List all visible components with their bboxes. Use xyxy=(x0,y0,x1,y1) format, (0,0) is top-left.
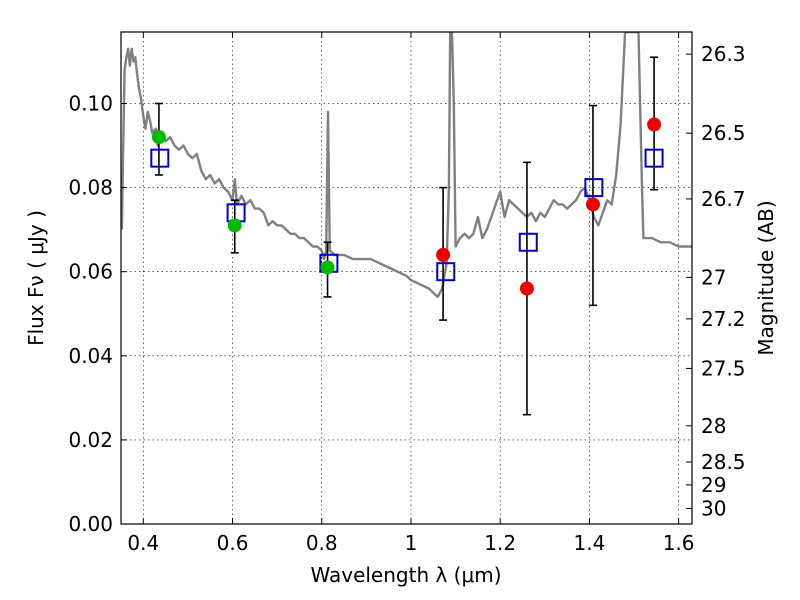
x-tick-label: 0.4 xyxy=(127,531,159,555)
y-tick-label: 0.08 xyxy=(68,176,113,200)
mag-tick-label: 27 xyxy=(701,265,726,289)
y-axis-label: Flux Fν ( μJy ) xyxy=(24,210,48,346)
x-tick-label: 1.6 xyxy=(663,531,695,555)
mag-tick-label: 28.5 xyxy=(701,450,746,474)
marginal-detection-point xyxy=(519,281,534,296)
model-photometry-square xyxy=(436,262,456,282)
x-tick-label: 1.2 xyxy=(484,531,516,555)
y-tick-label: 0.00 xyxy=(68,512,113,536)
y-tick-label: 0.04 xyxy=(68,344,113,368)
sed-model-line xyxy=(121,32,692,299)
mag-tick-label: 26.3 xyxy=(701,42,746,66)
model-photometry-square xyxy=(584,178,604,198)
mag-tick-label: 26.5 xyxy=(701,121,746,145)
marginal-detection-point xyxy=(585,197,600,212)
x-tick-label: 1 xyxy=(405,531,418,555)
y2-axis-label: Magnitude (AB) xyxy=(754,200,778,355)
model-photometry-square xyxy=(644,148,664,168)
y-tick-label: 0.02 xyxy=(68,428,113,452)
mag-tick-label: 29 xyxy=(701,473,726,497)
grid-lines xyxy=(121,32,692,524)
detection-point xyxy=(320,260,335,275)
detection-point xyxy=(151,130,166,145)
plot-area xyxy=(121,32,692,416)
mag-tick-label: 26.7 xyxy=(701,187,746,211)
x-tick-label: 0.8 xyxy=(306,531,338,555)
x-tick-label: 0.6 xyxy=(217,531,249,555)
detection-point xyxy=(227,218,242,233)
model-photometry-square xyxy=(518,232,538,252)
y-tick-label: 0.10 xyxy=(68,91,113,115)
marginal-detection-point xyxy=(436,247,451,262)
mag-tick-label: 27.2 xyxy=(701,307,746,331)
x-axis-label: Wavelength λ (μm) xyxy=(310,563,501,587)
marginal-detection-point xyxy=(647,117,662,132)
axis-ticks: 0.4 0.6 0.8 1 1.2 1.4 1.6 0.00 0.02 0.04 0.06 0.08 0… xyxy=(68,32,746,555)
model-photometry-square xyxy=(150,148,170,168)
y-tick-label: 0.06 xyxy=(68,260,113,284)
mag-tick-label: 30 xyxy=(701,496,726,520)
mag-tick-label: 27.5 xyxy=(701,356,746,380)
x-tick-label: 1.4 xyxy=(573,531,605,555)
plot-frame xyxy=(120,31,693,525)
mag-tick-label: 28 xyxy=(701,414,726,438)
